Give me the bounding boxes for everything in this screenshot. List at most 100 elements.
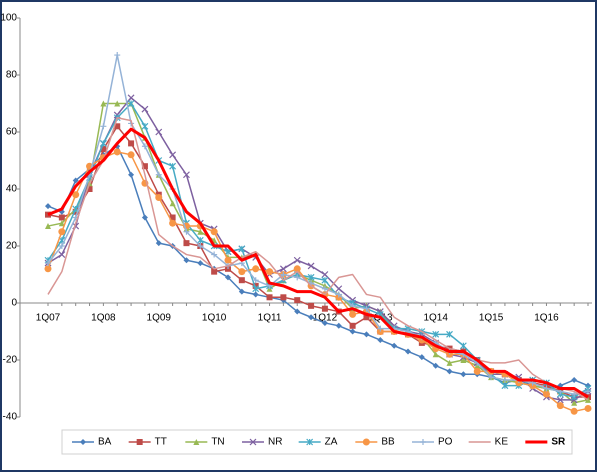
series-marker [196, 236, 204, 244]
series-marker [321, 276, 329, 284]
series-marker [44, 265, 52, 273]
series-marker [280, 271, 287, 278]
series-marker [446, 368, 453, 375]
legend-marker [136, 439, 143, 445]
series-marker [169, 162, 177, 170]
series-marker [252, 285, 260, 293]
series-marker [349, 328, 356, 335]
series-marker [556, 396, 564, 404]
series-marker [349, 322, 356, 329]
series-line [47, 127, 589, 399]
series-marker [45, 203, 51, 210]
series-marker [570, 407, 578, 415]
legend-label: PO [438, 437, 453, 448]
series-marker [446, 330, 453, 338]
series-marker [155, 171, 162, 178]
series-marker [294, 274, 301, 281]
series-marker [128, 171, 135, 178]
legend-marker [80, 439, 86, 445]
series-marker [197, 228, 204, 235]
series-marker [488, 374, 495, 381]
x-tick-label: 1Q16 [534, 313, 559, 324]
series-marker [141, 143, 148, 150]
legend-marker [420, 439, 426, 445]
legend-marker [306, 438, 314, 446]
legend-label: BA [98, 437, 112, 448]
legend-label: NR [268, 437, 282, 448]
series-marker [460, 357, 467, 363]
series-marker [58, 243, 65, 249]
series-marker [113, 148, 121, 156]
series-marker [363, 305, 370, 312]
series-marker [266, 294, 273, 301]
x-tick-label: 1Q12 [313, 313, 338, 324]
series-marker [335, 291, 342, 298]
series-marker [58, 220, 65, 227]
legend-label: TN [211, 437, 224, 448]
series-marker [127, 151, 135, 159]
series-marker [543, 385, 550, 392]
legend-label: BB [381, 437, 395, 448]
legend-marker [193, 439, 200, 445]
series-marker [571, 399, 578, 406]
y-tick-label: 40 [6, 184, 18, 195]
series-marker [266, 268, 274, 276]
series-marker [155, 194, 163, 202]
x-tick-label: 1Q15 [479, 313, 504, 324]
series-marker [58, 214, 65, 221]
series-marker [210, 228, 218, 236]
series-marker [308, 314, 315, 321]
y-tick-label: 20 [6, 241, 18, 252]
y-tick-label: 0 [11, 298, 17, 309]
series-marker [45, 260, 51, 267]
series-marker [197, 260, 204, 267]
series-marker [321, 285, 328, 292]
series-marker [556, 402, 564, 410]
y-tick-label: -40 [3, 412, 18, 423]
series-marker [335, 322, 342, 329]
series-marker [169, 219, 177, 227]
series-marker [501, 376, 508, 383]
series-marker [308, 302, 315, 309]
series-marker [432, 351, 439, 358]
series-marker [405, 348, 411, 355]
series-marker [252, 265, 260, 273]
series-marker [45, 223, 51, 230]
series-marker [183, 257, 190, 264]
series-marker [100, 123, 107, 130]
series-marker [363, 331, 370, 338]
series-marker [321, 271, 329, 278]
series-marker [377, 325, 384, 332]
x-tick-label: 1Q10 [202, 313, 227, 324]
series-marker [99, 139, 107, 147]
series-marker [224, 256, 232, 264]
series-marker [197, 243, 204, 249]
series-marker [321, 305, 328, 312]
series-marker [225, 274, 231, 281]
series-marker [542, 390, 550, 398]
series-marker [293, 256, 301, 264]
series-marker [571, 376, 578, 383]
series-marker [446, 359, 453, 366]
series-marker [321, 319, 328, 326]
y-tick-label: 60 [6, 127, 18, 138]
series-marker [293, 265, 301, 273]
series-marker [252, 291, 259, 298]
x-tick-label: 1Q07 [36, 313, 61, 324]
series-marker [280, 294, 287, 301]
series-marker [58, 228, 66, 236]
series-marker [432, 362, 439, 369]
series-marker [127, 94, 135, 102]
series-marker [377, 337, 384, 344]
series-marker [155, 240, 162, 247]
series-marker [238, 288, 245, 295]
series-marker [183, 228, 190, 235]
legend-label: TT [155, 437, 167, 448]
series-marker [169, 200, 176, 207]
legend-label: KE [495, 437, 509, 448]
series-line [47, 102, 589, 398]
y-tick-label: -20 [3, 355, 18, 366]
series-marker [72, 177, 79, 184]
